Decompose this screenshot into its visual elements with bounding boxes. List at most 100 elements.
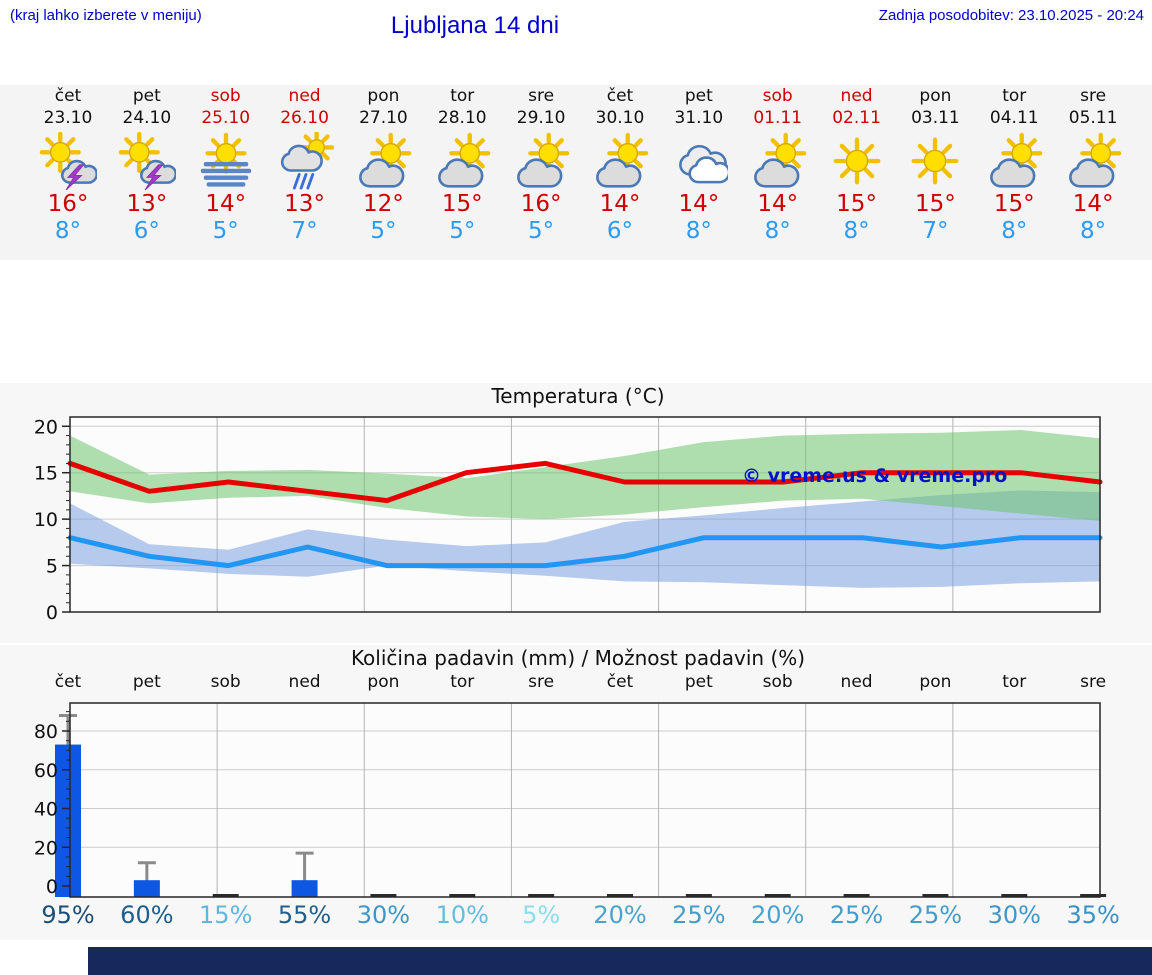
day-name: ned xyxy=(288,86,321,106)
day-date: 05.11 xyxy=(1068,108,1118,128)
zero-precipitation-dash xyxy=(212,894,239,897)
sunny-icon xyxy=(817,132,896,190)
precip-y-axis: 0 20 40 60 80 xyxy=(34,711,70,898)
precip-day-label: pon xyxy=(367,672,400,692)
day-column: sre 05.11 14° 8° xyxy=(1054,85,1133,260)
day-date: 27.10 xyxy=(359,108,408,128)
precipitation-probability: 95% xyxy=(41,901,95,929)
temp-line xyxy=(67,535,1103,569)
day-date: 30.10 xyxy=(595,108,645,128)
day-name: pet xyxy=(684,86,713,106)
precipitation-probability: 20% xyxy=(751,901,805,929)
zero-precipitation-dash xyxy=(449,894,476,897)
watermark-link[interactable]: © vreme.us & vreme.pro xyxy=(742,465,1008,487)
temperature-figure: Temperatura (°C) 0 5 10 15 20 © vreme.us & v… xyxy=(0,383,1152,643)
precip-day-label: čet xyxy=(606,672,634,692)
forecast-strip: čet 23.10 16° 8° pet 24.10 13° 6° sob 25.10 14° 5° n… xyxy=(0,85,1152,260)
high-temperature: 14° xyxy=(599,191,641,217)
high-temperature: 13° xyxy=(126,191,168,217)
day-date: 24.10 xyxy=(122,108,172,128)
precip-day-label: tor xyxy=(1002,672,1027,692)
temp-line xyxy=(67,460,1103,504)
thunderstorm-icon xyxy=(29,131,108,191)
day-name: pon xyxy=(919,86,952,106)
day-name: tor xyxy=(450,86,475,106)
temp-y-tick-label: 15 xyxy=(34,463,58,485)
precipitation-figure: Količina padavin (mm) / Možnost padavin … xyxy=(0,645,1152,940)
high-temperature: 14° xyxy=(1072,191,1114,217)
precip-y-tick-label: 40 xyxy=(34,799,58,821)
precipitation-probability-row: 95% 60% 15% 55% 30% 10% 5% 20% 25% 20% 25% 25% 30% 35… xyxy=(0,901,1152,935)
precip-y-tick-label: 0 xyxy=(46,876,58,898)
day-date: 29.10 xyxy=(516,108,566,128)
day-column: čet 23.10 16° 8° xyxy=(29,85,108,260)
zero-precipitation-dash xyxy=(764,894,791,897)
day-date: 26.10 xyxy=(280,108,329,128)
footer-bar xyxy=(88,947,1152,975)
precipitation-probability: 25% xyxy=(672,901,726,929)
precipitation-probability: 5% xyxy=(522,901,561,929)
day-name: pet xyxy=(132,86,161,106)
day-column: sob 25.10 14° 5° xyxy=(186,85,265,260)
precipitation-chart: 0 20 40 60 80 xyxy=(34,702,1107,898)
precipitation-day-labels: čet pet sob ned pon tor sre čet pet sob ned pon tor s… xyxy=(0,672,1152,696)
page-title: Ljubljana 14 dni xyxy=(390,12,560,39)
precip-day-label: ned xyxy=(288,672,321,692)
high-temperature: 16° xyxy=(520,191,562,217)
precip-day-label: ned xyxy=(840,672,873,692)
precipitation-probability: 20% xyxy=(593,901,647,929)
precip-day-label: sre xyxy=(528,672,555,692)
zero-precipitation-dash xyxy=(843,894,870,897)
precipitation-probability: 35% xyxy=(1066,901,1120,929)
low-temperature: 8° xyxy=(1001,218,1028,244)
partly-cloudy-icon xyxy=(344,132,423,190)
cloudy-icon xyxy=(659,132,738,190)
day-name: sob xyxy=(210,86,241,106)
day-date: 02.11 xyxy=(832,108,881,128)
high-temperature: 15° xyxy=(836,191,877,217)
high-temperature: 15° xyxy=(441,191,483,217)
temp-y-tick-label: 10 xyxy=(34,509,58,531)
day-name: pon xyxy=(367,86,400,106)
high-temperature: 14° xyxy=(205,191,247,217)
precip-day-label: pon xyxy=(919,672,952,692)
zero-precipitation-dash xyxy=(370,894,397,897)
precipitation-probability: 25% xyxy=(908,901,963,929)
high-temperature: 12° xyxy=(363,191,404,217)
day-column: tor 04.11 15° 8° xyxy=(975,85,1054,260)
thunderstorm-icon xyxy=(107,131,186,191)
precip-gridlines xyxy=(70,703,1100,897)
low-temperature: 5° xyxy=(449,218,476,244)
high-temperature: 14° xyxy=(757,191,799,217)
day-name: tor xyxy=(1002,86,1027,106)
partly-cloudy-icon xyxy=(738,132,817,190)
last-update-timestamp: Zadnja posodobitev: 23.10.2025 - 20:24 xyxy=(878,7,1144,24)
zero-precipitation-dash xyxy=(606,894,633,897)
precipitation-probability: 55% xyxy=(277,901,332,929)
day-date: 31.10 xyxy=(674,108,724,128)
low-temperature: 6° xyxy=(133,218,160,244)
temp-plot-border xyxy=(69,416,1101,613)
day-date: 28.10 xyxy=(437,108,487,128)
precip-y-tick-label: 60 xyxy=(34,760,58,782)
location-hint: (kraj lahko izberete v meniju) xyxy=(10,7,202,24)
precipitation-probability: 30% xyxy=(987,901,1041,929)
partly-cloudy-icon xyxy=(581,132,660,190)
zero-precipitation-dash xyxy=(528,894,555,897)
temp-y-tick-label: 0 xyxy=(46,602,58,624)
high-temperature: 14° xyxy=(678,191,720,217)
low-temperature: 8° xyxy=(54,218,82,244)
low-temperature: 8° xyxy=(764,218,791,244)
temperature-chart-title: Temperatura (°C) xyxy=(491,384,665,408)
precipitation-probability: 60% xyxy=(120,901,174,929)
day-name: ned xyxy=(840,86,873,106)
precipitation-bar xyxy=(55,744,81,897)
day-name: čet xyxy=(606,86,634,106)
zero-precipitation-dash xyxy=(685,894,712,897)
high-temperature: 15° xyxy=(993,191,1035,217)
fog-icon xyxy=(186,132,265,190)
day-date: 25.10 xyxy=(201,108,251,128)
day-column: sob 01.11 14° 8° xyxy=(738,85,817,260)
partly-cloudy-icon xyxy=(423,132,502,190)
